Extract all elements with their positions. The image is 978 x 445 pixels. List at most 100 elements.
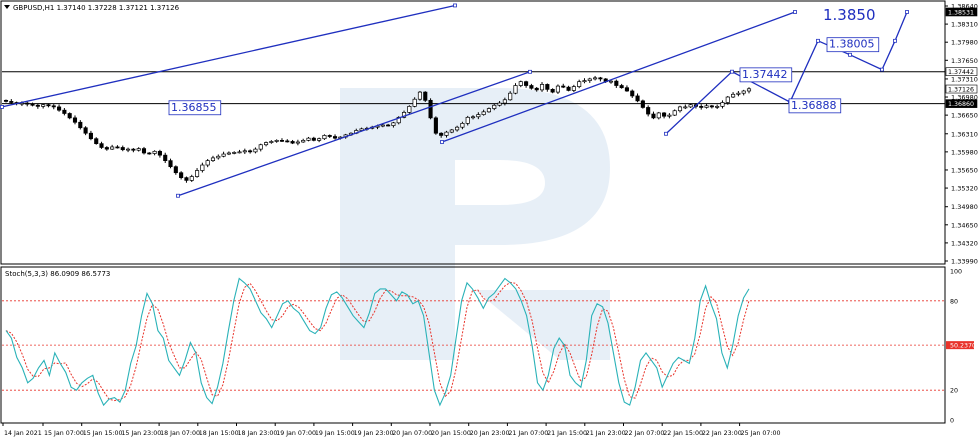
bear-candle [3, 99, 9, 102]
candlestick-series [3, 75, 752, 183]
bear-candle [248, 150, 253, 153]
time-tick-label: 18 Jan 15:00 [199, 430, 239, 437]
pattern-node [528, 69, 532, 74]
bear-candle [163, 154, 168, 161]
bull-candle [216, 155, 221, 159]
time-tick-label: 14 Jan 2021 [4, 430, 42, 437]
pattern-node [730, 69, 734, 74]
bull-candle [401, 112, 407, 118]
bull-candle [476, 114, 481, 118]
price-tick-label: 1.37650 [951, 57, 978, 65]
pattern-node [816, 38, 820, 43]
bull-candle [380, 124, 385, 127]
time-tick-label: 22 Jan 15:00 [663, 430, 703, 437]
bull-candle [189, 176, 194, 181]
price-pane-frame [0, 0, 946, 265]
bull-candle [470, 116, 476, 119]
price-tick-label: 1.35320 [951, 185, 978, 193]
bear-candle [179, 172, 184, 178]
bear-candle [115, 146, 120, 149]
pattern-node [905, 10, 909, 14]
bear-candle [141, 148, 147, 154]
stoch-main-line [5, 277, 750, 407]
bear-candle [439, 132, 444, 136]
pattern-node [848, 52, 852, 57]
bear-candle [566, 86, 571, 91]
bull-candle [518, 81, 523, 86]
bear-candle [67, 113, 72, 119]
bear-candle [46, 104, 51, 107]
annotation-box [739, 67, 793, 83]
bull-candle [465, 116, 470, 124]
stoch-tick-label: 0 [950, 418, 954, 425]
time-tick-label: 18 Jan 23:00 [238, 430, 278, 437]
bull-candle [205, 160, 210, 166]
pattern-node [0, 105, 4, 109]
bull-candle [237, 151, 242, 154]
bull-candle [688, 104, 693, 108]
bull-candle [508, 92, 513, 101]
price-axis-flags: 1.38531 1.37442 1.37126 1.36860 [945, 7, 978, 108]
bear-candle [147, 152, 152, 155]
bear-candle [651, 113, 656, 119]
bear-candle [51, 105, 56, 108]
bull-candle [126, 148, 131, 151]
bear-candle [57, 106, 62, 111]
time-tick-label: 19 Jan 23:00 [354, 430, 394, 437]
bull-candle [502, 99, 507, 104]
bull-candle [258, 144, 263, 150]
bull-candle [455, 126, 460, 131]
price-annotations: 1.3850 1.38005 1.37442 1.36855 1.36888 [168, 6, 880, 116]
price-annotation: 1.38005 [829, 38, 875, 51]
bear-candle [524, 81, 529, 86]
bear-candle [120, 147, 125, 151]
bear-candle [62, 109, 67, 114]
bull-candle [152, 150, 157, 154]
price-axis: 1.38640 1.38310 1.37980 1.37650 1.37310 1.369… [945, 3, 978, 266]
bull-candle [460, 123, 465, 128]
bull-candle [195, 170, 200, 177]
bull-candle [492, 104, 497, 109]
bear-candle [157, 150, 162, 156]
bear-candle [285, 140, 290, 143]
price-flag-box [945, 99, 978, 108]
price-tick-label: 1.36980 [951, 94, 978, 102]
bull-candle [587, 78, 592, 81]
price-flag-label: 1.37126 [948, 86, 974, 93]
bull-candle [110, 146, 115, 150]
price-flag-box [945, 84, 978, 94]
dropdown-triangle-icon[interactable] [4, 5, 10, 9]
bear-candle [709, 105, 714, 108]
bear-candle [550, 89, 555, 93]
price-tick-label: 1.38310 [951, 21, 978, 29]
bull-candle [226, 152, 231, 155]
time-tick-label: 22 Jan 07:00 [625, 430, 665, 437]
bull-candle [449, 129, 454, 133]
bear-candle [9, 101, 14, 103]
time-tick-label: 20 Jan 07:00 [392, 430, 432, 437]
stoch-tick-label: 50.2370 [950, 343, 976, 350]
pattern-line [1, 4, 456, 108]
stoch-tick-label: 20 [950, 388, 958, 395]
bull-candle [136, 148, 141, 151]
bear-candle [30, 103, 35, 106]
bear-candle [635, 95, 640, 102]
bear-candle [561, 85, 566, 88]
bull-candle [677, 106, 683, 112]
bull-candle [444, 131, 449, 136]
bull-candle [736, 92, 741, 95]
bull-candle [720, 102, 725, 107]
bull-candle [731, 93, 736, 98]
annotation-box [168, 100, 222, 116]
bear-candle [99, 143, 104, 148]
annotation-box [826, 37, 880, 53]
bear-candle [131, 148, 136, 151]
symbol-info: GBPUSD,H1 1.37140 1.37228 1.37121 1.3712… [13, 4, 180, 12]
time-tick-label: 19 Jan 07:00 [276, 430, 316, 437]
time-tick-label: 15 Jan 15:00 [83, 430, 123, 437]
time-tick-label: 19 Jan 15:00 [315, 430, 355, 437]
bull-candle [269, 141, 274, 143]
bear-candle [332, 136, 338, 139]
bull-candle [571, 86, 576, 91]
